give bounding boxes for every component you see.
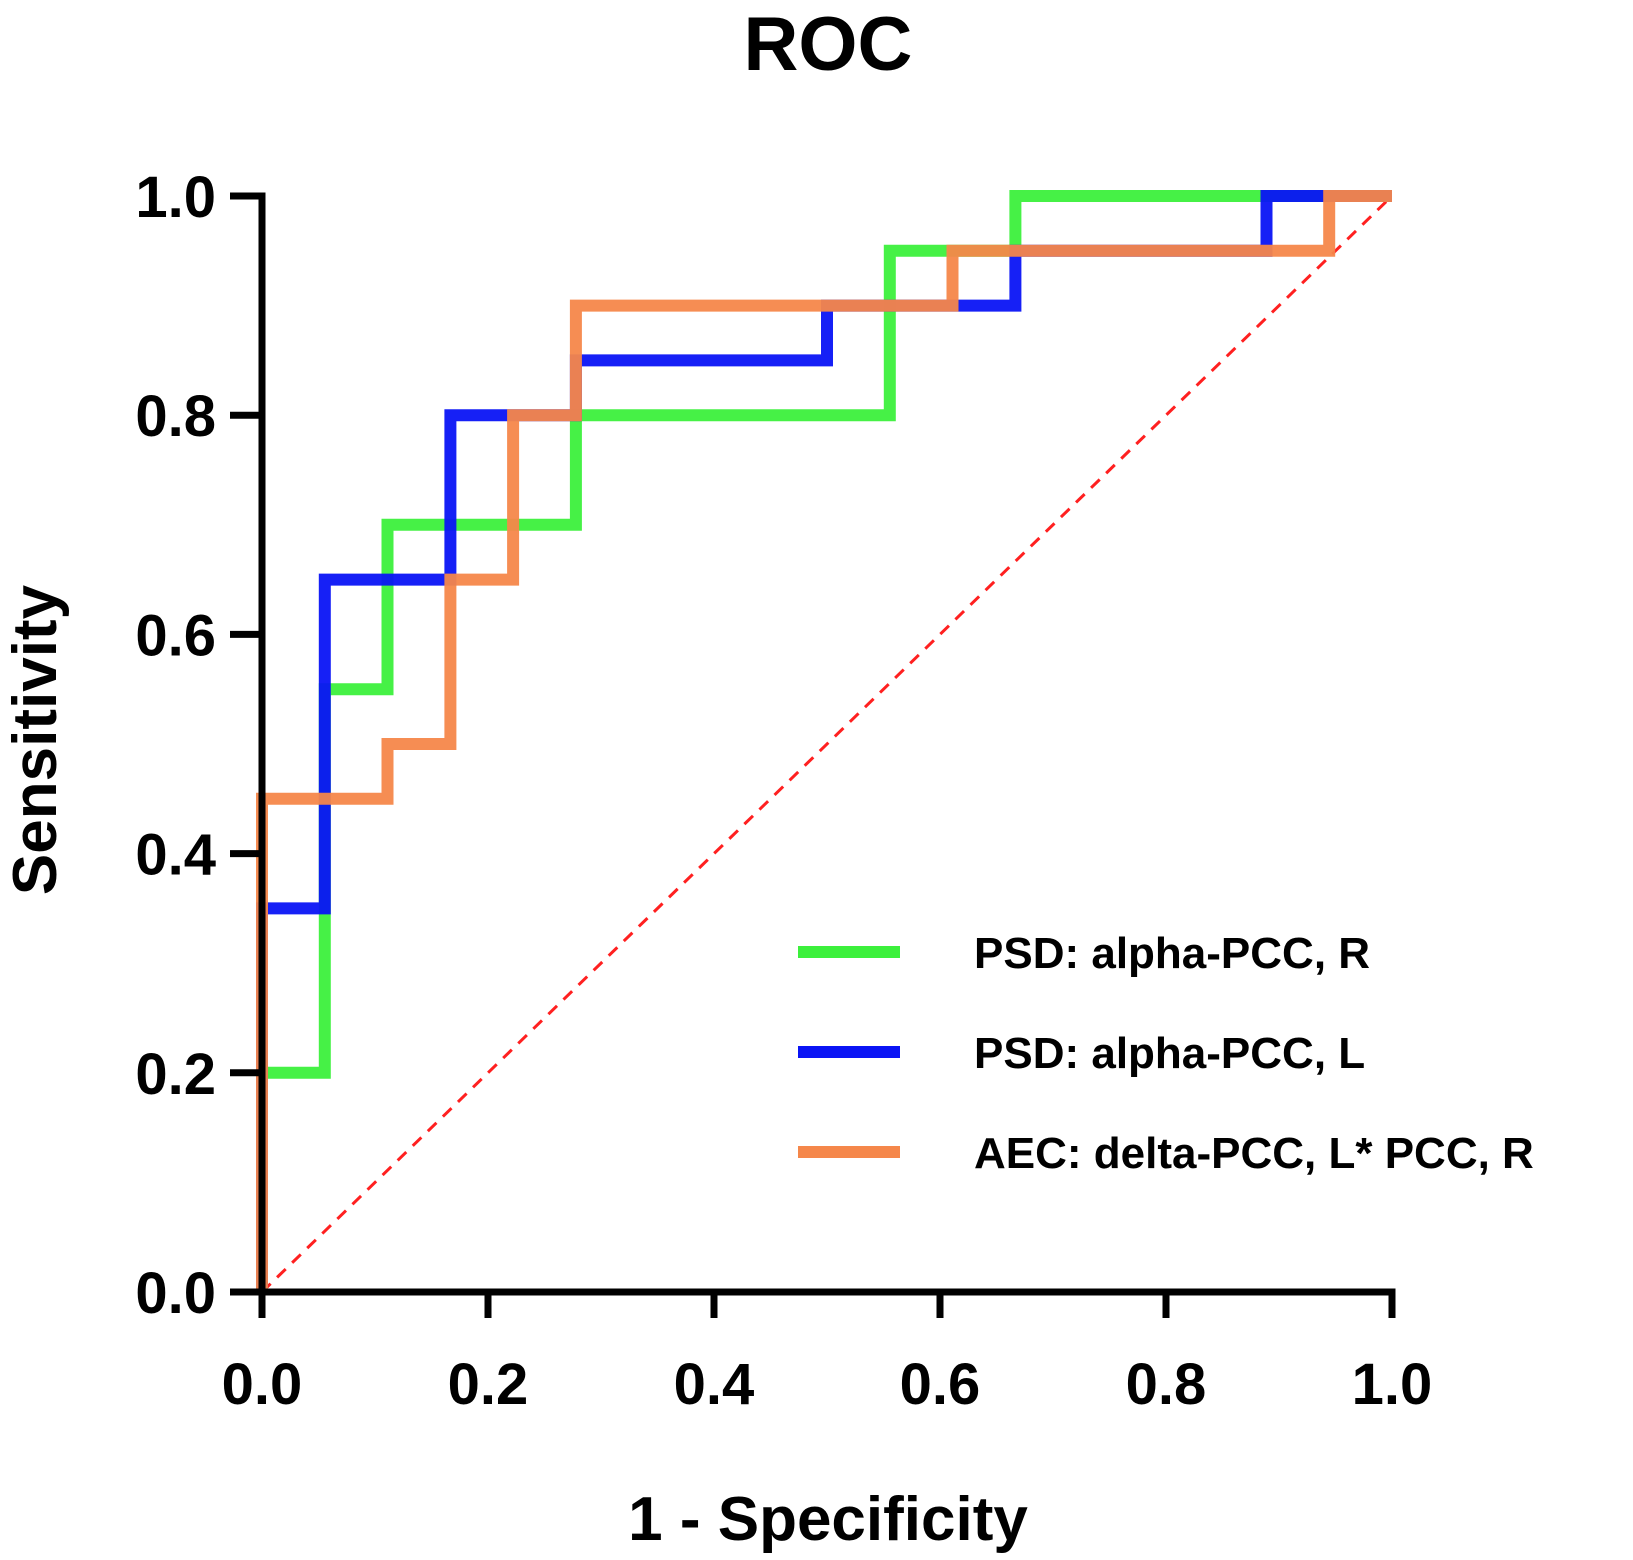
legend-label: PSD: alpha-PCC, L <box>974 1029 1365 1078</box>
x-tick-label: 0.0 <box>222 1352 303 1417</box>
y-tick-label: 0.8 <box>135 384 216 449</box>
x-ticks: 0.0 0.2 0.4 0.6 0.8 1.0 <box>222 1292 1433 1417</box>
x-tick-label: 0.4 <box>674 1352 755 1417</box>
plot-area: 0.0 0.2 0.4 0.6 0.8 1.0 0.0 0.2 0.4 0.6 0.8 1.0 <box>135 165 1432 1417</box>
y-tick-label: 0.6 <box>135 603 216 668</box>
x-axis-label: 1 - Specificity <box>628 1485 1028 1554</box>
x-tick-label: 1.0 <box>1352 1352 1433 1417</box>
x-tick-label: 0.2 <box>448 1352 529 1417</box>
x-tick-label: 0.8 <box>1126 1352 1207 1417</box>
legend-item: PSD: alpha-PCC, L <box>798 1029 1365 1078</box>
reference-diagonal-line <box>260 194 1394 1294</box>
y-tick-label: 0.4 <box>135 823 216 888</box>
y-tick-label: 1.0 <box>135 165 216 230</box>
legend-item: AEC: delta-PCC, L* PCC, R <box>798 1129 1534 1178</box>
reference-layer <box>260 194 1394 1294</box>
y-tick-label: 0.0 <box>135 1261 216 1326</box>
series-layer <box>256 190 1392 1292</box>
axes-layer <box>258 192 1396 1296</box>
x-tick-label: 0.6 <box>900 1352 981 1417</box>
chart-title: ROC <box>744 2 913 87</box>
legend-label: AEC: delta-PCC, L* PCC, R <box>974 1129 1534 1178</box>
legend-label: PSD: alpha-PCC, R <box>974 929 1370 978</box>
roc-series-line-3 <box>256 190 1392 1292</box>
y-ticks: 0.0 0.2 0.4 0.6 0.8 1.0 <box>135 165 262 1326</box>
y-axis-label: Sensitivity <box>1 584 70 895</box>
y-tick-label: 0.2 <box>135 1042 216 1107</box>
legend: PSD: alpha-PCC, R PSD: alpha-PCC, L AEC: d… <box>798 929 1534 1178</box>
legend-item: PSD: alpha-PCC, R <box>798 929 1370 978</box>
